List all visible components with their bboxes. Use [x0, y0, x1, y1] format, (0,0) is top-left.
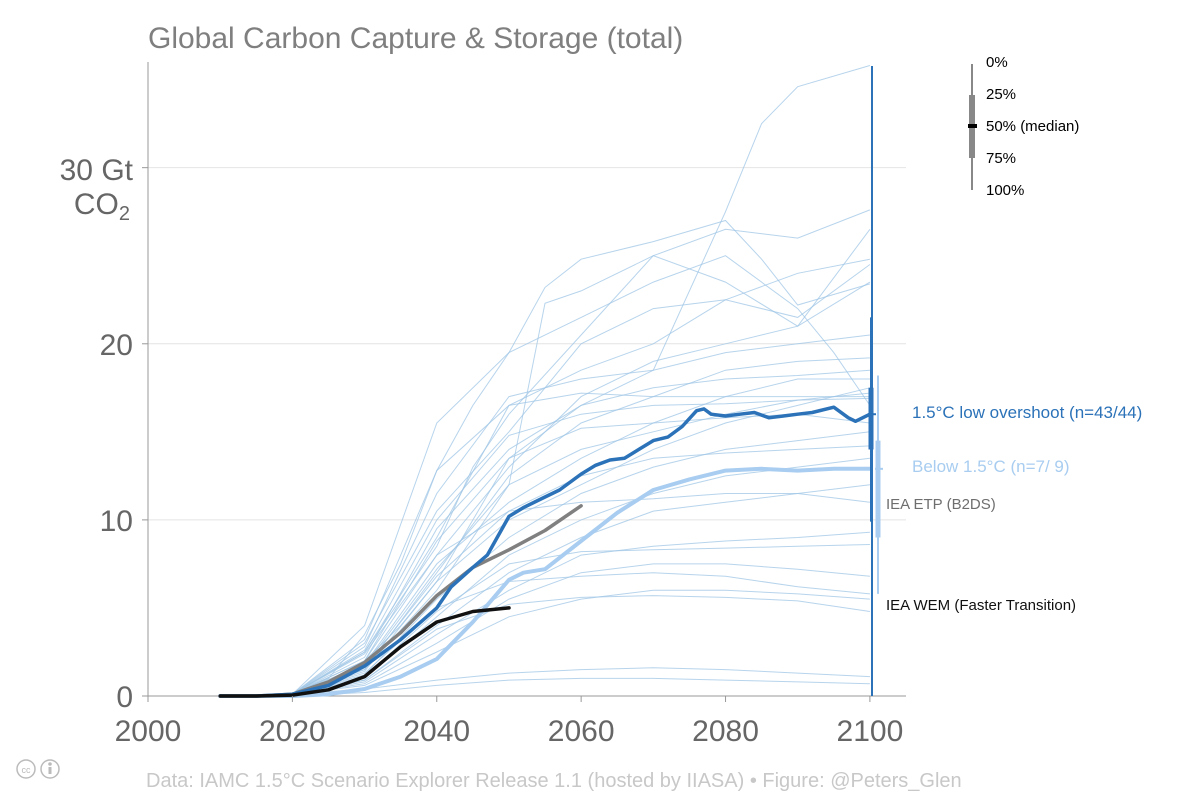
label-below-15: Below 1.5°C (n=7/ 9)	[912, 457, 1070, 476]
scenario-line-2	[292, 209, 871, 695]
scenario-line-8	[292, 334, 870, 695]
x-tick-label-2020: 2020	[259, 715, 326, 748]
legend-item-0: 0%	[986, 54, 1008, 71]
label-iea-wem: IEA WEM (Faster Transition)	[886, 597, 1076, 614]
scenario-line-20	[292, 531, 870, 695]
x-tick-label-2080: 2080	[692, 715, 759, 748]
y-axis-unit-subscript: 2	[119, 203, 130, 225]
creative-commons-icon: cc	[16, 759, 36, 779]
y-axis-unit-line2: CO2	[74, 188, 130, 225]
scenario-line-5	[292, 258, 870, 695]
percentile-legend: 0% 25% 50% (median) 75% 100%	[968, 54, 1079, 199]
scenario-line-22	[292, 563, 870, 695]
series-line-wem	[218, 606, 511, 698]
scenario-lines	[292, 65, 871, 697]
scenario-line-25	[292, 595, 870, 695]
scenario-line-29	[292, 397, 870, 695]
y-tick-label-0: 0	[116, 681, 133, 714]
end-distribution-markers	[868, 317, 883, 594]
scenario-line-26	[292, 667, 870, 695]
label-low-overshoot: 1.5°C low overshoot (n=43/44)	[912, 403, 1142, 422]
scenario-line-6	[292, 264, 871, 695]
scenario-line-7	[292, 281, 871, 695]
scenario-line-27	[292, 677, 870, 697]
series-line-median-low-overshoot	[218, 405, 872, 698]
scenario-line-0	[292, 219, 871, 695]
scenario-line-21	[292, 544, 870, 695]
legend-item-25: 25%	[986, 86, 1016, 103]
legend-item-50: 50% (median)	[986, 118, 1079, 135]
series-line-median-below	[218, 466, 872, 698]
median-series	[218, 405, 872, 698]
chart-title: Global Carbon Capture & Storage (total)	[148, 22, 683, 55]
scenario-line-11	[292, 378, 870, 695]
attribution-icon	[40, 759, 60, 779]
scenario-line-12	[292, 392, 870, 695]
scenario-line-24	[292, 589, 870, 695]
y-tick-label-20: 20	[100, 329, 133, 362]
tick-labels: 2000 2020 2040 2060 2080 2100 0 10 20	[100, 167, 904, 748]
scenario-line-23	[292, 572, 870, 695]
scenario-line-18	[292, 484, 870, 695]
x-tick-label-2060: 2060	[548, 715, 615, 748]
legend-item-75: 75%	[986, 150, 1016, 167]
y-tick-label-10: 10	[100, 505, 133, 538]
svg-text:cc: cc	[22, 765, 32, 775]
scenario-line-3	[292, 229, 871, 695]
y-axis-unit-co: CO	[74, 188, 119, 221]
scenario-line-19	[292, 493, 870, 695]
legend-item-100: 100%	[986, 182, 1024, 199]
x-tick-label-2100: 2100	[837, 715, 904, 748]
y-axis-unit-line1: 30 Gt	[60, 154, 134, 187]
label-iea-etp: IEA ETP (B2DS)	[886, 496, 996, 513]
x-tick-label-2040: 2040	[403, 715, 470, 748]
footer-credit: Data: IAMC 1.5°C Scenario Explorer Relea…	[146, 770, 962, 792]
scenario-line-28	[292, 392, 870, 695]
x-tick-label-2000: 2000	[115, 715, 182, 748]
scenario-line-10	[292, 369, 870, 695]
scenario-line-4	[292, 255, 871, 695]
